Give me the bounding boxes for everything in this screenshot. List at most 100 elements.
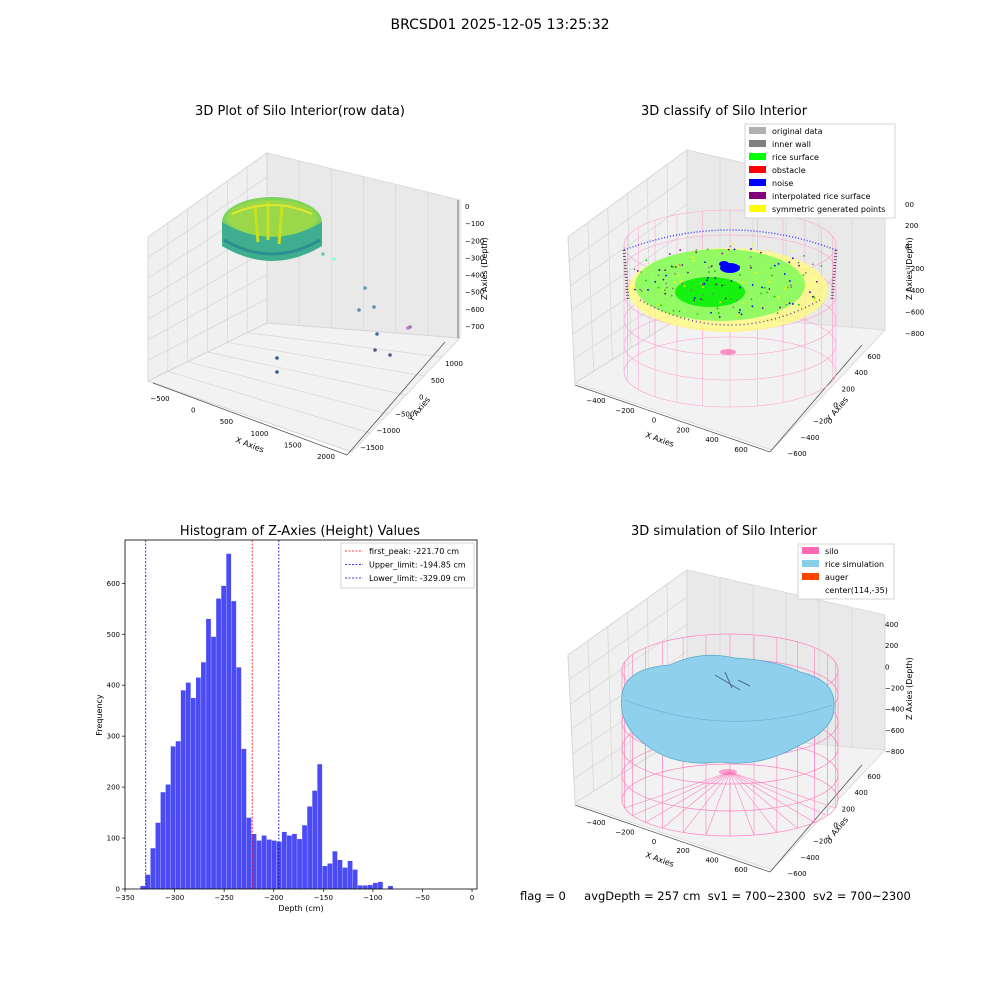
histogram-bar	[312, 790, 318, 889]
plot4-legend: silo rice simulation auger center(114,-35)	[797, 543, 895, 600]
histogram-bar	[226, 553, 232, 889]
histogram-legend-label: first_peak: -221.70 cm	[369, 547, 459, 556]
plot1-z-tick: −500	[465, 289, 484, 297]
plot1-y-tick: 500	[431, 377, 444, 385]
plot4-z-tick: −200	[885, 685, 904, 693]
plot4-y-tick: −400	[800, 854, 819, 862]
legend-label: original data	[772, 127, 823, 136]
plot2-zlabel: Z Axies (Depth)	[905, 237, 914, 300]
histogram-bar	[145, 874, 151, 889]
histogram-bar	[190, 697, 196, 889]
plot1-x-tick: 1500	[284, 441, 302, 449]
histogram-legend-label: Upper_limit: -194.85 cm	[369, 561, 466, 570]
histogram-ytick: 0	[116, 886, 120, 894]
histogram-xtick: −50	[415, 894, 430, 902]
legend-swatch	[802, 573, 819, 580]
histogram-bar	[160, 792, 166, 889]
plot4-x-tick: 200	[676, 847, 689, 855]
plot2-xlabel: X Axies	[644, 430, 675, 449]
legend-swatch	[749, 179, 766, 186]
plot2-y-tick: 400	[854, 369, 867, 377]
plot1-z-tick: −700	[465, 323, 484, 331]
histogram-xlabel: Depth (cm)	[278, 904, 323, 913]
histogram-bar	[241, 748, 247, 889]
plot2-x-tick: 200	[676, 426, 689, 434]
figure-title: BRCSD01 2025-12-05 13:25:32	[390, 17, 610, 33]
plot4-y-tick: −200	[813, 838, 832, 846]
plot2-x-tick: 400	[705, 436, 718, 444]
plot4-z-tick: −400	[885, 706, 904, 714]
plot4-x-tick: −400	[586, 819, 605, 827]
plot1-z-tick: −400	[465, 272, 484, 280]
histogram-bar	[357, 885, 363, 889]
histogram-bar	[170, 746, 176, 889]
histogram-xtick: 0	[470, 894, 474, 902]
plot4-zlabel: Z Axies (Depth)	[905, 657, 914, 720]
plot2-y-tick: −400	[800, 434, 819, 442]
histogram-bar	[327, 863, 333, 889]
plot4-x-tick: 600	[734, 866, 747, 874]
histogram-bar	[292, 833, 297, 889]
histogram-legend-label: Lower_limit: -329.09 cm	[369, 574, 466, 583]
plot4-z-tick: 200	[885, 642, 898, 650]
avg-depth-text: avgDepth = 257 cm	[584, 889, 701, 903]
plot2-z-tick: −600	[905, 308, 924, 316]
histogram-bar	[302, 825, 307, 889]
plot2-x-tick: 600	[734, 446, 747, 454]
histogram-xtick: −300	[165, 894, 184, 902]
histogram-bar	[236, 667, 242, 889]
legend-label: symmetric generated points	[772, 205, 885, 214]
legend-swatch	[749, 140, 766, 147]
plot1-y-tick: −500	[395, 410, 414, 418]
plot2-z-tick: −800	[905, 330, 924, 338]
histogram-bar	[206, 618, 211, 889]
plot1-z-tick: 0	[465, 203, 469, 211]
plot1-x-tick: 1000	[251, 430, 269, 438]
histogram-xtick: −250	[215, 894, 234, 902]
histogram-bar	[216, 598, 221, 889]
plot1-x-tick: 500	[220, 418, 233, 426]
histogram-xtick: −350	[115, 894, 134, 902]
legend-swatch	[749, 192, 766, 199]
histogram-bar	[165, 784, 171, 889]
plot2-y-tick: −200	[813, 418, 832, 426]
plot1-z-tick: −600	[465, 306, 484, 314]
plot1-z-tick: −300	[465, 254, 484, 262]
plot4-y-tick: 400	[854, 789, 867, 797]
histogram-bar	[276, 841, 282, 889]
histogram-bar	[362, 885, 368, 889]
histogram-bar	[271, 840, 277, 889]
histogram-bar	[175, 741, 181, 889]
histogram-bar	[372, 882, 378, 889]
histogram-bar	[287, 835, 292, 889]
plot1-outlier-points	[275, 252, 412, 374]
histogram-ytick: 200	[107, 784, 120, 792]
histogram-bar	[352, 869, 358, 889]
plot2-z-tick: 200	[905, 222, 918, 230]
plot1-y-tick: −1000	[377, 427, 401, 435]
plot2-title: 3D classify of Silo Interior	[640, 104, 808, 119]
plot2-y-tick: 0	[833, 402, 837, 410]
plot2-x-tick: 0	[652, 417, 656, 425]
histogram-bar	[155, 822, 161, 889]
plot2-legend: original data inner wall rice surface obsta…	[744, 123, 896, 219]
plot2-z-tick: −400	[905, 287, 924, 295]
plot1-y-tick: 0	[419, 394, 423, 402]
histogram-bar	[180, 690, 186, 889]
legend-label: auger	[825, 573, 849, 582]
histogram-ytick: 500	[107, 631, 120, 639]
histogram-ytick: 300	[107, 733, 120, 741]
plot1-x-tick: −500	[150, 395, 169, 403]
plot4-title: 3D simulation of Silo Interior	[631, 524, 817, 539]
histogram-bar	[317, 764, 323, 889]
histogram-bar	[367, 884, 373, 889]
histogram-bar	[307, 806, 313, 889]
plot4-z-tick: 400	[885, 621, 898, 629]
histogram-bar	[297, 839, 302, 889]
legend-label: interpolated rice surface	[772, 192, 870, 201]
histogram-bar	[221, 585, 227, 889]
histogram-bar	[251, 833, 257, 889]
histogram-title: Histogram of Z-Axies (Height) Values	[179, 524, 421, 539]
plot4-z-tick: −800	[885, 748, 904, 756]
histogram-bar	[256, 840, 262, 889]
